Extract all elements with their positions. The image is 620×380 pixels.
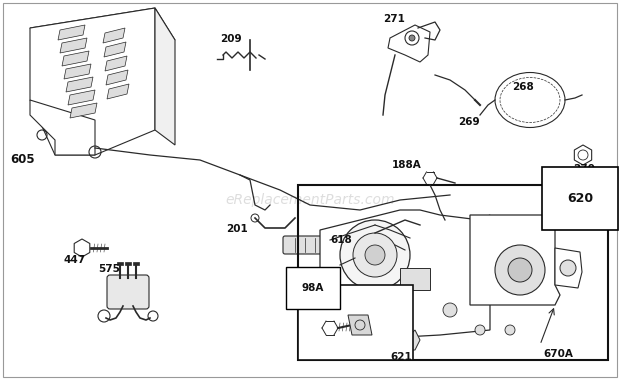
FancyBboxPatch shape [107,275,149,309]
Text: 270: 270 [573,164,595,174]
Text: 188A: 188A [392,160,422,170]
Circle shape [409,35,415,41]
Polygon shape [106,70,128,85]
Polygon shape [385,330,420,350]
Bar [298,285,413,360]
Circle shape [353,233,397,277]
Polygon shape [62,51,89,66]
Circle shape [508,258,532,282]
Polygon shape [70,103,97,118]
Polygon shape [74,239,90,257]
Polygon shape [58,25,85,40]
Circle shape [475,325,485,335]
Polygon shape [30,8,175,65]
Text: 201: 201 [226,224,248,234]
Polygon shape [66,77,93,92]
Polygon shape [104,42,126,57]
Polygon shape [155,8,175,145]
Polygon shape [470,215,560,305]
Text: 209: 209 [220,34,242,44]
Text: 621: 621 [390,352,412,362]
Polygon shape [60,38,87,53]
Polygon shape [105,56,127,71]
Text: eReplacementParts.com: eReplacementParts.com [225,193,395,207]
Circle shape [340,220,410,290]
Circle shape [405,31,419,45]
Polygon shape [400,268,430,290]
Text: 268: 268 [512,82,534,92]
Text: 605: 605 [10,153,35,166]
Text: 269: 269 [458,117,480,127]
Circle shape [384,304,396,316]
Text: 447: 447 [63,255,85,265]
Text: 620: 620 [567,192,593,205]
Circle shape [365,245,385,265]
Polygon shape [30,8,155,155]
Text: 98A: 98A [302,283,324,293]
Text: 618: 618 [330,235,352,245]
Polygon shape [103,28,125,43]
Circle shape [495,245,545,295]
Polygon shape [30,100,95,155]
Polygon shape [64,64,91,79]
Polygon shape [348,315,372,335]
Polygon shape [107,84,129,99]
Text: 271: 271 [383,14,405,24]
Polygon shape [555,248,582,288]
Polygon shape [320,210,490,340]
Circle shape [505,325,515,335]
Polygon shape [117,262,123,265]
Bar [298,185,608,360]
Polygon shape [68,90,95,105]
FancyBboxPatch shape [283,236,327,254]
Polygon shape [125,262,131,265]
Circle shape [443,303,457,317]
Circle shape [560,260,576,276]
Polygon shape [574,145,591,165]
Text: 670A: 670A [543,349,573,359]
Polygon shape [388,25,430,62]
Polygon shape [133,262,139,265]
Text: 575: 575 [98,264,120,274]
